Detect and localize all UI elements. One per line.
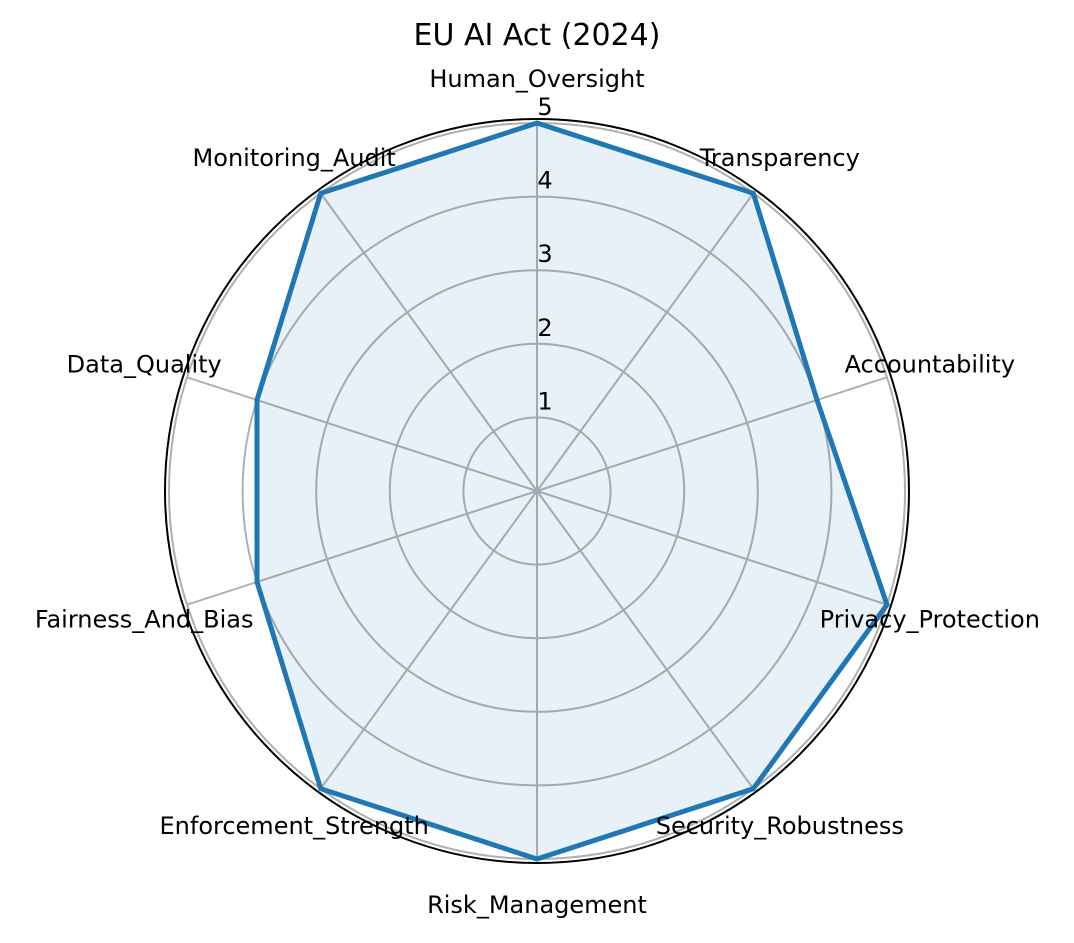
axis-label: Risk_Management bbox=[427, 891, 647, 919]
grid-spoke bbox=[319, 192, 538, 492]
axis-label: Accountability bbox=[845, 350, 1015, 378]
grid-spoke bbox=[536, 376, 888, 492]
grid-spoke bbox=[186, 376, 538, 492]
grid-spoke bbox=[186, 490, 538, 606]
axis-label: Fairness_And_Bias bbox=[35, 606, 254, 634]
r-tick-label: 4 bbox=[537, 167, 552, 195]
r-tick-label: 5 bbox=[537, 93, 552, 121]
axis-label: Data_Quality bbox=[67, 350, 222, 378]
grid-layer bbox=[164, 118, 910, 864]
grid-spoke bbox=[536, 490, 888, 606]
r-tick-label: 2 bbox=[537, 314, 552, 342]
grid-spoke bbox=[319, 490, 538, 790]
axis-label: Transparency bbox=[699, 144, 860, 172]
series-area bbox=[257, 123, 887, 859]
axis-label: Privacy_Protection bbox=[820, 606, 1040, 634]
chart-title: EU AI Act (2024) bbox=[414, 18, 661, 53]
grid-spoke bbox=[536, 192, 755, 492]
grid-spoke bbox=[536, 490, 755, 790]
r-tick-label: 1 bbox=[537, 387, 552, 415]
axis-label: Security_Robustness bbox=[656, 812, 904, 840]
axis-label: Monitoring_Audit bbox=[193, 144, 396, 172]
axis-label: Enforcement_Strength bbox=[160, 812, 429, 840]
r-tick-label: 3 bbox=[537, 240, 552, 268]
axis-label: Human_Oversight bbox=[429, 65, 644, 93]
series-line bbox=[254, 120, 890, 862]
polar-frame bbox=[164, 118, 910, 864]
data-layer bbox=[254, 120, 890, 862]
